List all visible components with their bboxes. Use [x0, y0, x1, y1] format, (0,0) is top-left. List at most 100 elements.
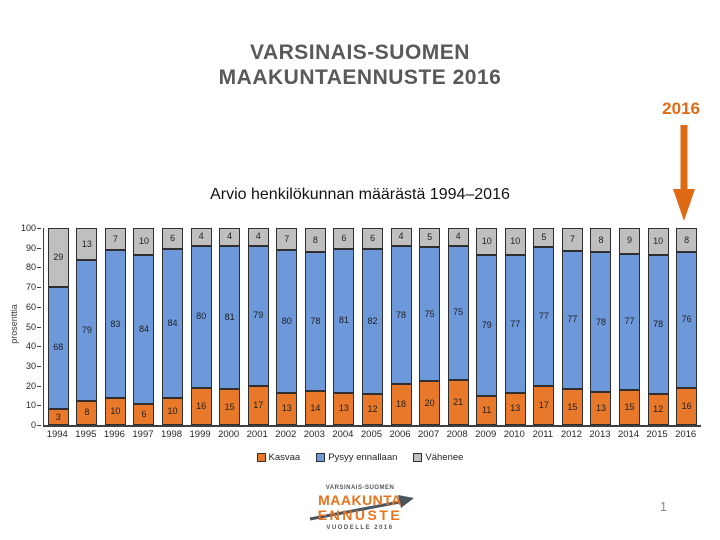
bar-column-2001: 17 79 4 [244, 228, 273, 425]
y-tick-label: 30 [25, 360, 42, 371]
segment-value-label: 15 [624, 401, 635, 412]
stacked-bar: 17 77 5 [533, 228, 555, 425]
segment-value-label: 79 [81, 325, 92, 336]
stacked-bar: 6 84 10 [133, 227, 155, 425]
bar-column-2005: 12 82 6 [358, 227, 387, 425]
segment-value-label: 15 [224, 401, 235, 412]
legend-swatch [316, 453, 326, 462]
bar-segment: 13 [76, 228, 98, 261]
segment-value-label: 4 [455, 231, 461, 242]
y-tick-label: 70 [25, 282, 42, 293]
bar-segment: 84 [133, 255, 155, 405]
y-tick-label: 10 [25, 400, 42, 411]
bar-segment: 77 [561, 250, 583, 390]
bar-column-2014: 15 77 9 [615, 228, 644, 425]
x-tick-label: 2015 [646, 429, 668, 440]
segment-value-label: 13 [510, 403, 521, 414]
bar-segment: 15 [619, 389, 641, 425]
segment-value-label: 79 [253, 310, 264, 321]
x-tick-label: 2000 [218, 429, 240, 440]
segment-value-label: 75 [453, 307, 464, 318]
segment-value-label: 12 [367, 404, 378, 415]
bar-segment: 5 [419, 228, 441, 248]
stacked-bar: 13 80 7 [276, 228, 298, 425]
bar-segment: 68 [47, 286, 69, 410]
stacked-bar: 10 84 6 [162, 227, 184, 425]
segment-value-label: 78 [396, 309, 407, 320]
stacked-bar: 11 79 10 [476, 227, 498, 425]
bar-segment: 77 [504, 255, 526, 393]
bar-segment: 4 [247, 228, 269, 246]
bar-segment: 12 [647, 394, 669, 425]
bar-segment: 75 [419, 247, 441, 382]
segment-value-label: 83 [110, 318, 121, 329]
legend-item: Kasvaa [256, 452, 300, 463]
down-arrow-icon [673, 125, 695, 221]
stacked-bar: 21 75 4 [447, 228, 469, 425]
bar-segment: 78 [647, 255, 669, 395]
bar-segment: 76 [676, 252, 698, 388]
segment-value-label: 3 [55, 411, 61, 422]
bar-segment: 10 [104, 397, 126, 425]
bar-segment: 8 [304, 228, 326, 253]
bar-segment: 29 [47, 228, 69, 287]
bar-segment: 14 [304, 391, 326, 425]
y-tick-label: 0 [30, 420, 42, 430]
year-2016-callout: 2016 [662, 99, 700, 118]
segment-value-label: 68 [53, 342, 64, 353]
legend-item: Pysyy ennallaan [316, 452, 397, 463]
segment-value-label: 10 [167, 405, 178, 416]
segment-value-label: 78 [653, 319, 664, 330]
bar-column-2011: 17 77 5 [530, 228, 559, 425]
bar-segment: 18 [390, 384, 412, 425]
segment-value-label: 17 [253, 400, 264, 411]
y-axis-ticks: 0 10 20 30 40 50 60 70 80 90 100 [4, 223, 42, 430]
legend-label: Pysyy ennallaan [328, 452, 398, 463]
bar-column-1996: 10 83 7 [101, 227, 130, 425]
bar-segment: 12 [361, 394, 383, 425]
segment-value-label: 6 [170, 232, 176, 243]
bar-segment: 79 [76, 260, 98, 401]
legend-label: Vähenee [425, 452, 464, 463]
segment-value-label: 78 [595, 316, 606, 327]
segment-value-label: 6 [141, 409, 147, 420]
bar-segment: 15 [219, 389, 241, 425]
bar-segment: 10 [162, 397, 184, 425]
bar-segment: 81 [219, 245, 241, 390]
bar-column-1999: 16 80 4 [187, 228, 216, 425]
y-tick-label: 20 [25, 380, 42, 391]
bar-segment: 13 [590, 392, 612, 425]
bar-segment: 20 [419, 381, 441, 425]
segment-value-label: 7 [112, 233, 118, 244]
logo-ennuste-text: ENNUSTE [317, 507, 403, 523]
x-tick-label: 2014 [617, 429, 640, 440]
segment-value-label: 8 [84, 407, 90, 418]
segment-value-label: 77 [567, 314, 578, 325]
stacked-bar: 10 83 7 [104, 227, 126, 425]
segment-value-label: 21 [453, 396, 464, 407]
x-tick-label: 2004 [332, 429, 354, 440]
bar-column-2009: 11 79 10 [472, 227, 501, 425]
segment-value-label: 10 [110, 405, 121, 416]
x-tick-label: 2011 [532, 429, 554, 440]
segment-value-label: 76 [681, 314, 692, 325]
x-tick-label: 1999 [189, 429, 211, 440]
x-tick-label: 2003 [303, 429, 325, 440]
segment-value-label: 81 [338, 315, 349, 326]
segment-value-label: 16 [196, 400, 207, 411]
segment-value-label: 75 [424, 308, 435, 319]
stacked-bar: 16 80 4 [190, 228, 212, 425]
segment-value-label: 8 [684, 234, 690, 245]
x-tick-label: 2005 [360, 429, 383, 440]
bar-segment: 82 [361, 248, 383, 395]
y-tick-label: 80 [25, 262, 42, 273]
segment-value-label: 6 [369, 232, 375, 243]
bar-segment: 7 [104, 227, 126, 251]
x-tick-label: 2016 [675, 429, 697, 440]
x-tick-label: 2006 [389, 429, 411, 440]
segment-value-label: 9 [627, 235, 633, 246]
bar-segment: 80 [276, 250, 298, 393]
x-tick-label: 1996 [103, 429, 125, 440]
segment-value-label: 10 [510, 236, 521, 247]
bar-column-2004: 13 81 6 [330, 228, 359, 425]
